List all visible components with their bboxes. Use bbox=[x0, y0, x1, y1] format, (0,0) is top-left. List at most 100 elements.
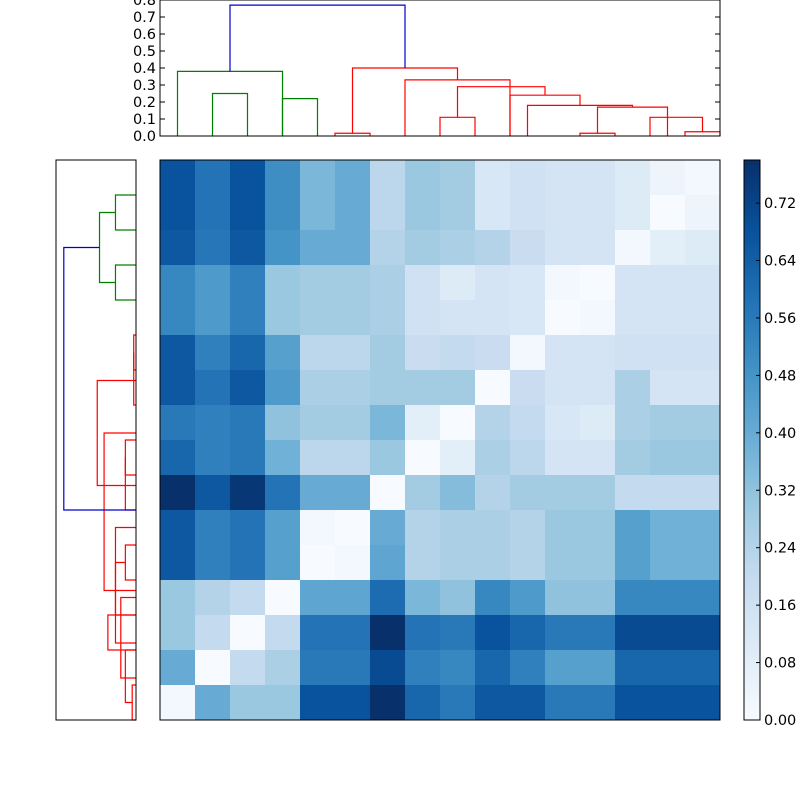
heatmap-cell bbox=[685, 615, 721, 651]
heatmap-cell bbox=[510, 440, 546, 476]
colorbar-axis: 0.00 0.08 0.16 0.24 0.32 0.40 0.48 0.56 0.64 0.72 bbox=[756, 196, 796, 729]
heatmap-cell bbox=[335, 475, 371, 511]
heatmap-cell bbox=[580, 370, 616, 406]
left-dendrogram-link bbox=[124, 544, 136, 581]
heatmap-cell bbox=[335, 300, 371, 336]
heatmap-cell bbox=[160, 475, 196, 511]
heatmap-cell bbox=[195, 265, 231, 301]
left-dendrogram-link bbox=[63, 246, 136, 511]
heatmap-cell bbox=[405, 685, 441, 721]
heatmap-cell bbox=[265, 265, 301, 301]
left-dendrogram-link bbox=[107, 614, 136, 651]
heatmap-cell bbox=[580, 685, 616, 721]
top-dendrogram-y-axis: 0.00.10.20.30.40.50.60.70.8 bbox=[133, 0, 720, 145]
heatmap-cell bbox=[230, 580, 266, 616]
heatmap-cell bbox=[475, 370, 511, 406]
heatmap-cell bbox=[160, 265, 196, 301]
heatmap-cell bbox=[230, 545, 266, 581]
heatmap-cell bbox=[545, 300, 581, 336]
top-dendrogram-link bbox=[281, 97, 319, 136]
left-dendrogram-link bbox=[124, 649, 136, 704]
heatmap-cell bbox=[440, 370, 476, 406]
heatmap-cell bbox=[545, 160, 581, 196]
heatmap-cell bbox=[440, 580, 476, 616]
heatmap-cell bbox=[615, 650, 651, 686]
heatmap-cell bbox=[160, 230, 196, 266]
heatmap-cell bbox=[475, 405, 511, 441]
top-dendrogram-link bbox=[649, 116, 704, 136]
heatmap-cell bbox=[300, 615, 336, 651]
heatmap-cell bbox=[440, 405, 476, 441]
heatmap-cell bbox=[300, 335, 336, 371]
heatmap-cell bbox=[650, 230, 686, 266]
heatmap-cell bbox=[405, 440, 441, 476]
heatmap-cell bbox=[405, 615, 441, 651]
heatmap-cell bbox=[650, 510, 686, 546]
heatmap-cell bbox=[160, 160, 196, 196]
heatmap-cell bbox=[615, 300, 651, 336]
heatmap-cell bbox=[405, 545, 441, 581]
heatmap-cell bbox=[405, 195, 441, 231]
heatmap-cell bbox=[685, 685, 721, 721]
colorbar-tick-label: 0.08 bbox=[764, 656, 796, 672]
top-dendrogram-tick-label: 0.6 bbox=[133, 27, 156, 43]
heatmap-cell bbox=[580, 300, 616, 336]
heatmap-cell bbox=[300, 475, 336, 511]
heatmap-cell bbox=[160, 580, 196, 616]
top-dendrogram-link bbox=[509, 94, 581, 136]
heatmap-cell bbox=[545, 615, 581, 651]
heatmap-frame bbox=[159, 159, 721, 721]
heatmap-cell bbox=[580, 510, 616, 546]
heatmap-cell bbox=[580, 335, 616, 371]
heatmap-cell bbox=[335, 685, 371, 721]
heatmap-cell bbox=[440, 545, 476, 581]
top-dendrogram-tick-label: 0.3 bbox=[133, 78, 156, 94]
heatmap-cell bbox=[545, 405, 581, 441]
heatmap-cell bbox=[195, 580, 231, 616]
heatmap-cell bbox=[475, 650, 511, 686]
heatmap-cell bbox=[195, 545, 231, 581]
heatmap-cell bbox=[300, 510, 336, 546]
heatmap-cell bbox=[370, 195, 406, 231]
heatmap-cell bbox=[230, 265, 266, 301]
top-dendrogram-tick-label: 0.1 bbox=[133, 112, 156, 128]
left-dendrogram-link bbox=[114, 264, 136, 301]
top-dendrogram-link bbox=[526, 104, 634, 136]
top-dendrogram-tick-label: 0.0 bbox=[133, 129, 156, 145]
top-dendrogram-link bbox=[439, 116, 476, 136]
heatmap-cell bbox=[580, 650, 616, 686]
heatmap-cell bbox=[195, 510, 231, 546]
heatmap-cell bbox=[265, 335, 301, 371]
heatmap-cell bbox=[685, 475, 721, 511]
heatmap-cell bbox=[230, 370, 266, 406]
heatmap-cell bbox=[615, 370, 651, 406]
heatmap-cell bbox=[650, 405, 686, 441]
heatmap-cell bbox=[545, 230, 581, 266]
heatmap-cell bbox=[265, 510, 301, 546]
heatmap-cell bbox=[230, 195, 266, 231]
heatmap-cell bbox=[300, 650, 336, 686]
heatmap-cell bbox=[160, 370, 196, 406]
heatmap-cell bbox=[510, 195, 546, 231]
heatmap-cell bbox=[545, 440, 581, 476]
colorbar-gradient bbox=[743, 159, 761, 721]
heatmap-cell bbox=[615, 230, 651, 266]
heatmap-cell bbox=[475, 475, 511, 511]
heatmap-cell bbox=[685, 440, 721, 476]
heatmap-cell bbox=[230, 615, 266, 651]
colorbar-tick-label: 0.72 bbox=[764, 196, 796, 212]
heatmap-cell bbox=[545, 650, 581, 686]
heatmap-cell bbox=[370, 370, 406, 406]
heatmap-cell bbox=[545, 370, 581, 406]
colorbar-tick-label: 0.00 bbox=[764, 713, 796, 729]
heatmap-cell bbox=[650, 370, 686, 406]
heatmap-cell bbox=[370, 615, 406, 651]
heatmap-cell bbox=[545, 510, 581, 546]
colorbar-tick-label: 0.16 bbox=[764, 598, 796, 614]
heatmap-cell bbox=[405, 475, 441, 511]
heatmap-cell bbox=[475, 335, 511, 371]
heatmap-cell bbox=[405, 300, 441, 336]
top-dendrogram-tick-label: 0.2 bbox=[133, 95, 156, 111]
heatmap-cell bbox=[405, 370, 441, 406]
heatmap-cell bbox=[300, 580, 336, 616]
